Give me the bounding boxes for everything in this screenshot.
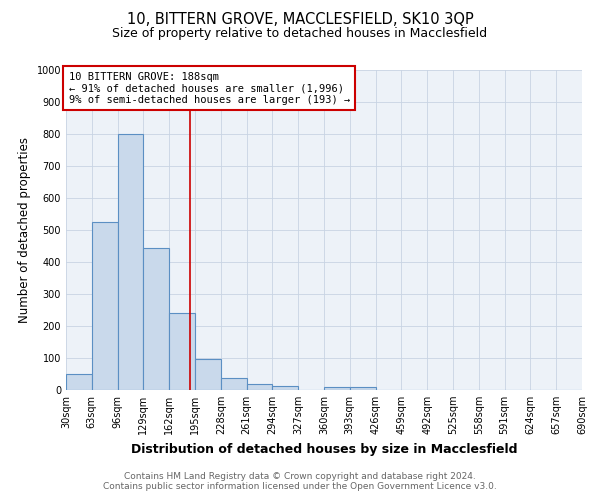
Bar bbox=[247, 384, 272, 390]
Y-axis label: Number of detached properties: Number of detached properties bbox=[18, 137, 31, 323]
Bar bbox=[118, 134, 143, 390]
Bar bbox=[324, 388, 350, 390]
Text: 10, BITTERN GROVE, MACCLESFIELD, SK10 3QP: 10, BITTERN GROVE, MACCLESFIELD, SK10 3Q… bbox=[127, 12, 473, 28]
Bar bbox=[350, 388, 376, 390]
Text: Contains public sector information licensed under the Open Government Licence v3: Contains public sector information licen… bbox=[103, 482, 497, 491]
Bar bbox=[143, 248, 169, 390]
Text: Contains HM Land Registry data © Crown copyright and database right 2024.: Contains HM Land Registry data © Crown c… bbox=[124, 472, 476, 481]
Bar bbox=[272, 386, 298, 390]
Text: Size of property relative to detached houses in Macclesfield: Size of property relative to detached ho… bbox=[112, 28, 488, 40]
Bar bbox=[221, 378, 247, 390]
Bar bbox=[66, 374, 92, 390]
Bar bbox=[92, 222, 118, 390]
Text: 10 BITTERN GROVE: 188sqm
← 91% of detached houses are smaller (1,996)
9% of semi: 10 BITTERN GROVE: 188sqm ← 91% of detach… bbox=[68, 72, 350, 105]
Bar bbox=[195, 359, 221, 390]
Bar bbox=[169, 313, 195, 390]
X-axis label: Distribution of detached houses by size in Macclesfield: Distribution of detached houses by size … bbox=[131, 442, 517, 456]
